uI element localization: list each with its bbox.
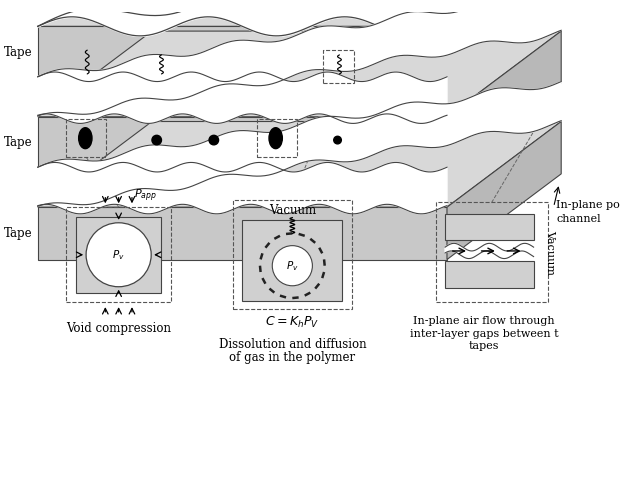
Polygon shape (38, 117, 447, 169)
Polygon shape (447, 0, 561, 78)
Bar (323, 50, 353, 84)
Polygon shape (38, 122, 561, 207)
Text: $P_v$: $P_v$ (112, 248, 125, 262)
Polygon shape (38, 162, 447, 214)
Text: In-plane po
channel: In-plane po channel (556, 200, 620, 224)
Ellipse shape (79, 128, 92, 148)
Polygon shape (447, 122, 561, 260)
Text: of gas in the polymer: of gas in the polymer (229, 351, 355, 364)
Text: Void compression: Void compression (66, 322, 171, 336)
Text: Tape: Tape (4, 136, 33, 149)
Bar (445, 262, 534, 288)
Polygon shape (38, 0, 561, 26)
Bar (76, 216, 161, 293)
Polygon shape (38, 72, 447, 124)
Text: Vacuum: Vacuum (545, 230, 555, 275)
Text: inter-layer gaps between t: inter-layer gaps between t (410, 329, 558, 339)
Polygon shape (38, 26, 447, 78)
Text: $C = K_h P_V$: $C = K_h P_V$ (265, 315, 319, 330)
Text: $P_{app}$: $P_{app}$ (134, 188, 157, 204)
Bar (233, 200, 352, 309)
Polygon shape (38, 207, 447, 260)
Polygon shape (38, 82, 561, 206)
Text: Vacuum: Vacuum (269, 204, 316, 216)
Bar (66, 119, 106, 157)
Text: Tape: Tape (4, 227, 33, 240)
Text: $P_v$: $P_v$ (286, 259, 299, 272)
Text: Dissolution and diffusion: Dissolution and diffusion (219, 338, 366, 350)
Ellipse shape (269, 128, 282, 148)
Circle shape (272, 246, 312, 286)
Text: Tape: Tape (4, 46, 33, 59)
Polygon shape (38, 31, 561, 117)
Bar (243, 220, 342, 302)
Circle shape (209, 136, 219, 145)
Circle shape (152, 136, 161, 145)
Bar (445, 214, 534, 240)
Text: In-plane air flow through: In-plane air flow through (413, 316, 555, 326)
Bar (256, 119, 297, 157)
Polygon shape (445, 244, 534, 258)
Bar (66, 207, 171, 302)
Polygon shape (447, 31, 561, 169)
Bar (435, 202, 548, 302)
Circle shape (334, 136, 341, 144)
Ellipse shape (86, 223, 151, 286)
Polygon shape (38, 0, 561, 116)
Text: tapes: tapes (469, 341, 500, 351)
